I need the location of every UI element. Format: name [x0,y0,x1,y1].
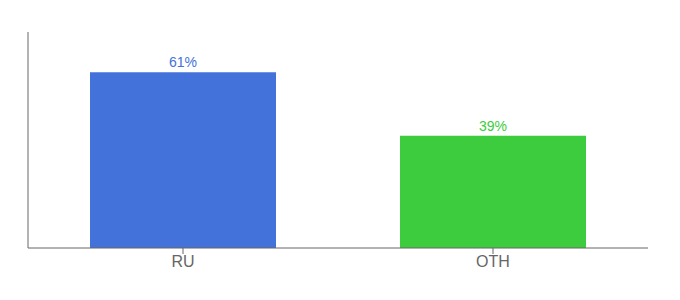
svg-text:RU: RU [171,253,194,270]
svg-text:61%: 61% [169,54,197,70]
svg-text:39%: 39% [479,118,507,134]
svg-text:OTH: OTH [476,253,510,270]
